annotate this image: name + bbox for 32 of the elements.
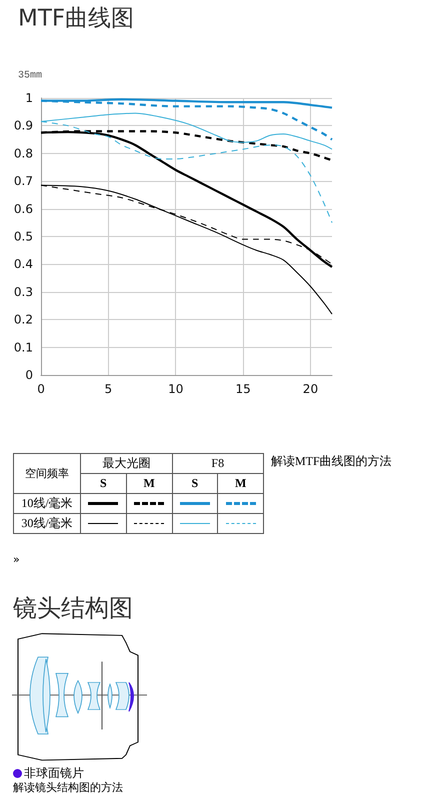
y-tick-label: 0.5: [14, 230, 33, 244]
x-tick-label: 5: [104, 382, 112, 396]
text: F8: [172, 454, 264, 474]
legend-title: 空间频率: [14, 454, 80, 494]
x-tick-label: 0: [37, 382, 45, 396]
y-tick-label: 0.2: [14, 312, 33, 327]
text: 10线/毫米: [14, 494, 80, 514]
y-tick-label: 0.6: [14, 202, 33, 216]
text: M: [234, 476, 246, 490]
text: »: [13, 553, 20, 566]
y-tick-label: 0: [25, 368, 33, 382]
text: 镜头结构图: [13, 593, 133, 624]
chart-title: MTF曲线图: [18, 6, 134, 32]
y-tick-label: 1: [25, 91, 33, 105]
y-tick-label: 0.1: [14, 340, 33, 354]
text: S: [80, 474, 126, 494]
text: 30线/毫米: [14, 514, 80, 534]
text: M: [126, 474, 172, 494]
text: 非球面镜片: [24, 765, 84, 782]
y-tick-label: 0.3: [14, 284, 33, 299]
x-tick-label: 20: [302, 382, 318, 396]
text: 最大光圈: [80, 454, 172, 474]
text: 解读MTF曲线图的方法: [271, 453, 392, 470]
y-tick-label: 0.4: [14, 257, 33, 272]
text: 解读镜头结构图的方法: [13, 780, 123, 794]
y-tick-label: 0.7: [14, 174, 33, 188]
y-tick-label: 0.8: [14, 146, 33, 160]
y-tick-label: 0.9: [14, 118, 33, 133]
chart-subtitle: 35mm: [18, 70, 42, 82]
x-tick-label: 15: [235, 382, 251, 396]
text: S: [192, 476, 198, 490]
x-tick-label: 10: [168, 382, 184, 396]
